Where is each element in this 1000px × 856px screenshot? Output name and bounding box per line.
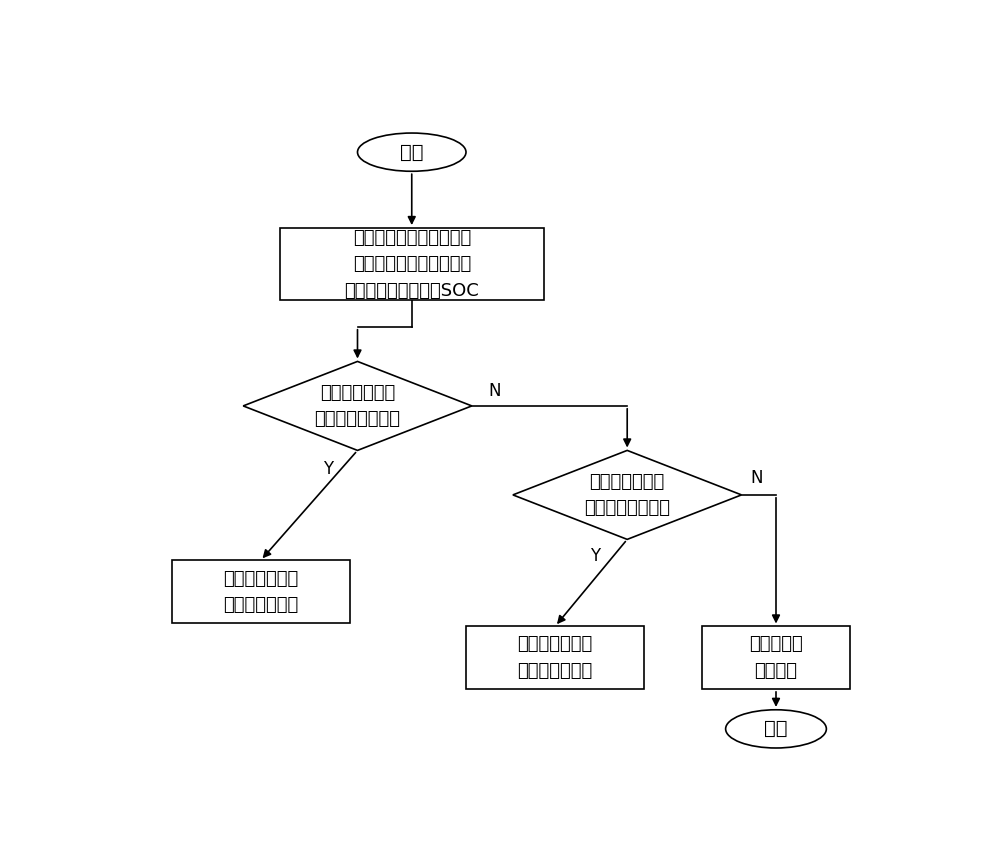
Ellipse shape — [358, 133, 466, 171]
Text: 获取用户选择的加热模式
、车辆所处环境的环境温
度、电池温度和电池SOC: 获取用户选择的加热模式 、车辆所处环境的环境温 度、电池温度和电池SOC — [344, 229, 479, 300]
Text: 进入运动模式电
池加热控制流程: 进入运动模式电 池加热控制流程 — [518, 635, 593, 680]
Text: 开始: 开始 — [400, 143, 424, 162]
Text: N: N — [489, 383, 501, 401]
FancyBboxPatch shape — [702, 627, 850, 689]
FancyBboxPatch shape — [172, 561, 350, 623]
Text: 进入经济模式电
池加热控制流程: 进入经济模式电 池加热控制流程 — [223, 569, 298, 614]
Text: 不进行电池
加热控制: 不进行电池 加热控制 — [749, 635, 803, 680]
Text: Y: Y — [323, 460, 333, 478]
Ellipse shape — [726, 710, 826, 748]
FancyBboxPatch shape — [280, 228, 544, 300]
Text: Y: Y — [590, 547, 600, 565]
FancyBboxPatch shape — [466, 627, 644, 689]
Polygon shape — [243, 361, 472, 450]
Text: N: N — [751, 469, 763, 487]
Text: 用户选择的加热
模式为运动模式？: 用户选择的加热 模式为运动模式？ — [584, 473, 670, 517]
Text: 用户选择的加热
模式为经济模式？: 用户选择的加热 模式为经济模式？ — [314, 383, 400, 428]
Polygon shape — [513, 450, 742, 539]
Text: 结束: 结束 — [764, 719, 788, 739]
